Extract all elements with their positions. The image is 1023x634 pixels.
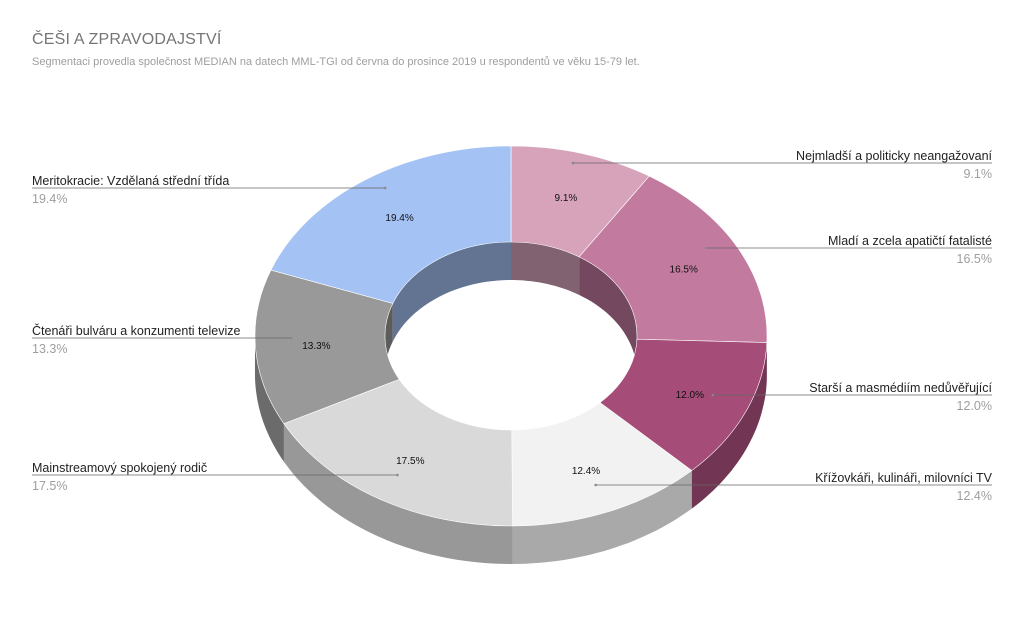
slice-4[interactable]	[283, 379, 513, 527]
slice-6[interactable]	[270, 145, 512, 304]
callout-dot-2	[711, 393, 715, 397]
slice-5[interactable]	[254, 269, 400, 425]
slice-side-4	[283, 423, 513, 564]
slice-inner-wall-6-1	[392, 242, 511, 342]
slice-side-3	[512, 470, 692, 564]
callout-label-5: Čtenáři bulváru a konzumenti televize	[32, 323, 240, 338]
slice-side-2	[691, 342, 767, 509]
callout-dot-0	[571, 161, 575, 165]
slice-value-label-1: 16.5%	[670, 265, 698, 276]
callout-label-2: Starší a masmédiím nedůvěřující	[809, 381, 992, 395]
callout-label-3: Křížovkáři, kulináři, milovníci TV	[815, 471, 993, 485]
callout-value-3: 12.4%	[957, 489, 992, 503]
slice-value-label-5: 13.3%	[302, 341, 330, 352]
slice-1[interactable]	[578, 175, 768, 343]
callout-value-6: 19.4%	[32, 192, 67, 206]
slice-inner-wall-0-0	[511, 242, 580, 295]
callout-dot-4	[396, 473, 399, 477]
slice-value-label-6: 19.4%	[385, 213, 413, 224]
callout-dot-5	[290, 336, 293, 340]
slice-value-label-4: 17.5%	[396, 456, 424, 467]
callout-dot-3	[594, 483, 597, 487]
callout-label-4: Mainstreamový spokojený rodič	[32, 461, 207, 475]
callout-value-0: 9.1%	[964, 167, 993, 181]
slice-inner-wall-1-0	[579, 256, 637, 374]
slice-value-label-3: 12.4%	[572, 466, 600, 477]
slice-side-5	[255, 336, 284, 462]
callout-label-1: Mladí a zcela apatičtí fatalisté	[828, 234, 992, 248]
callout-value-2: 12.0%	[957, 399, 992, 413]
callout-value-4: 17.5%	[32, 479, 67, 493]
callout-label-6: Meritokracie: Vzdělaná střední třída	[32, 174, 229, 188]
chart-subtitle: Segmentaci provedla společnost MEDIAN na…	[32, 56, 640, 68]
slice-value-label-0: 9.1%	[555, 193, 578, 204]
callout-label-0: Nejmladší a politicky neangažovaní	[796, 149, 992, 163]
callout-value-5: 13.3%	[32, 342, 67, 356]
chart-title: ČEŠI A ZPRAVODAJSTVÍ	[32, 31, 222, 48]
callout-value-1: 16.5%	[957, 252, 992, 266]
callout-dot-1	[704, 246, 708, 250]
callout-dot-6	[383, 186, 387, 190]
slice-value-label-2: 12.0%	[676, 390, 704, 401]
